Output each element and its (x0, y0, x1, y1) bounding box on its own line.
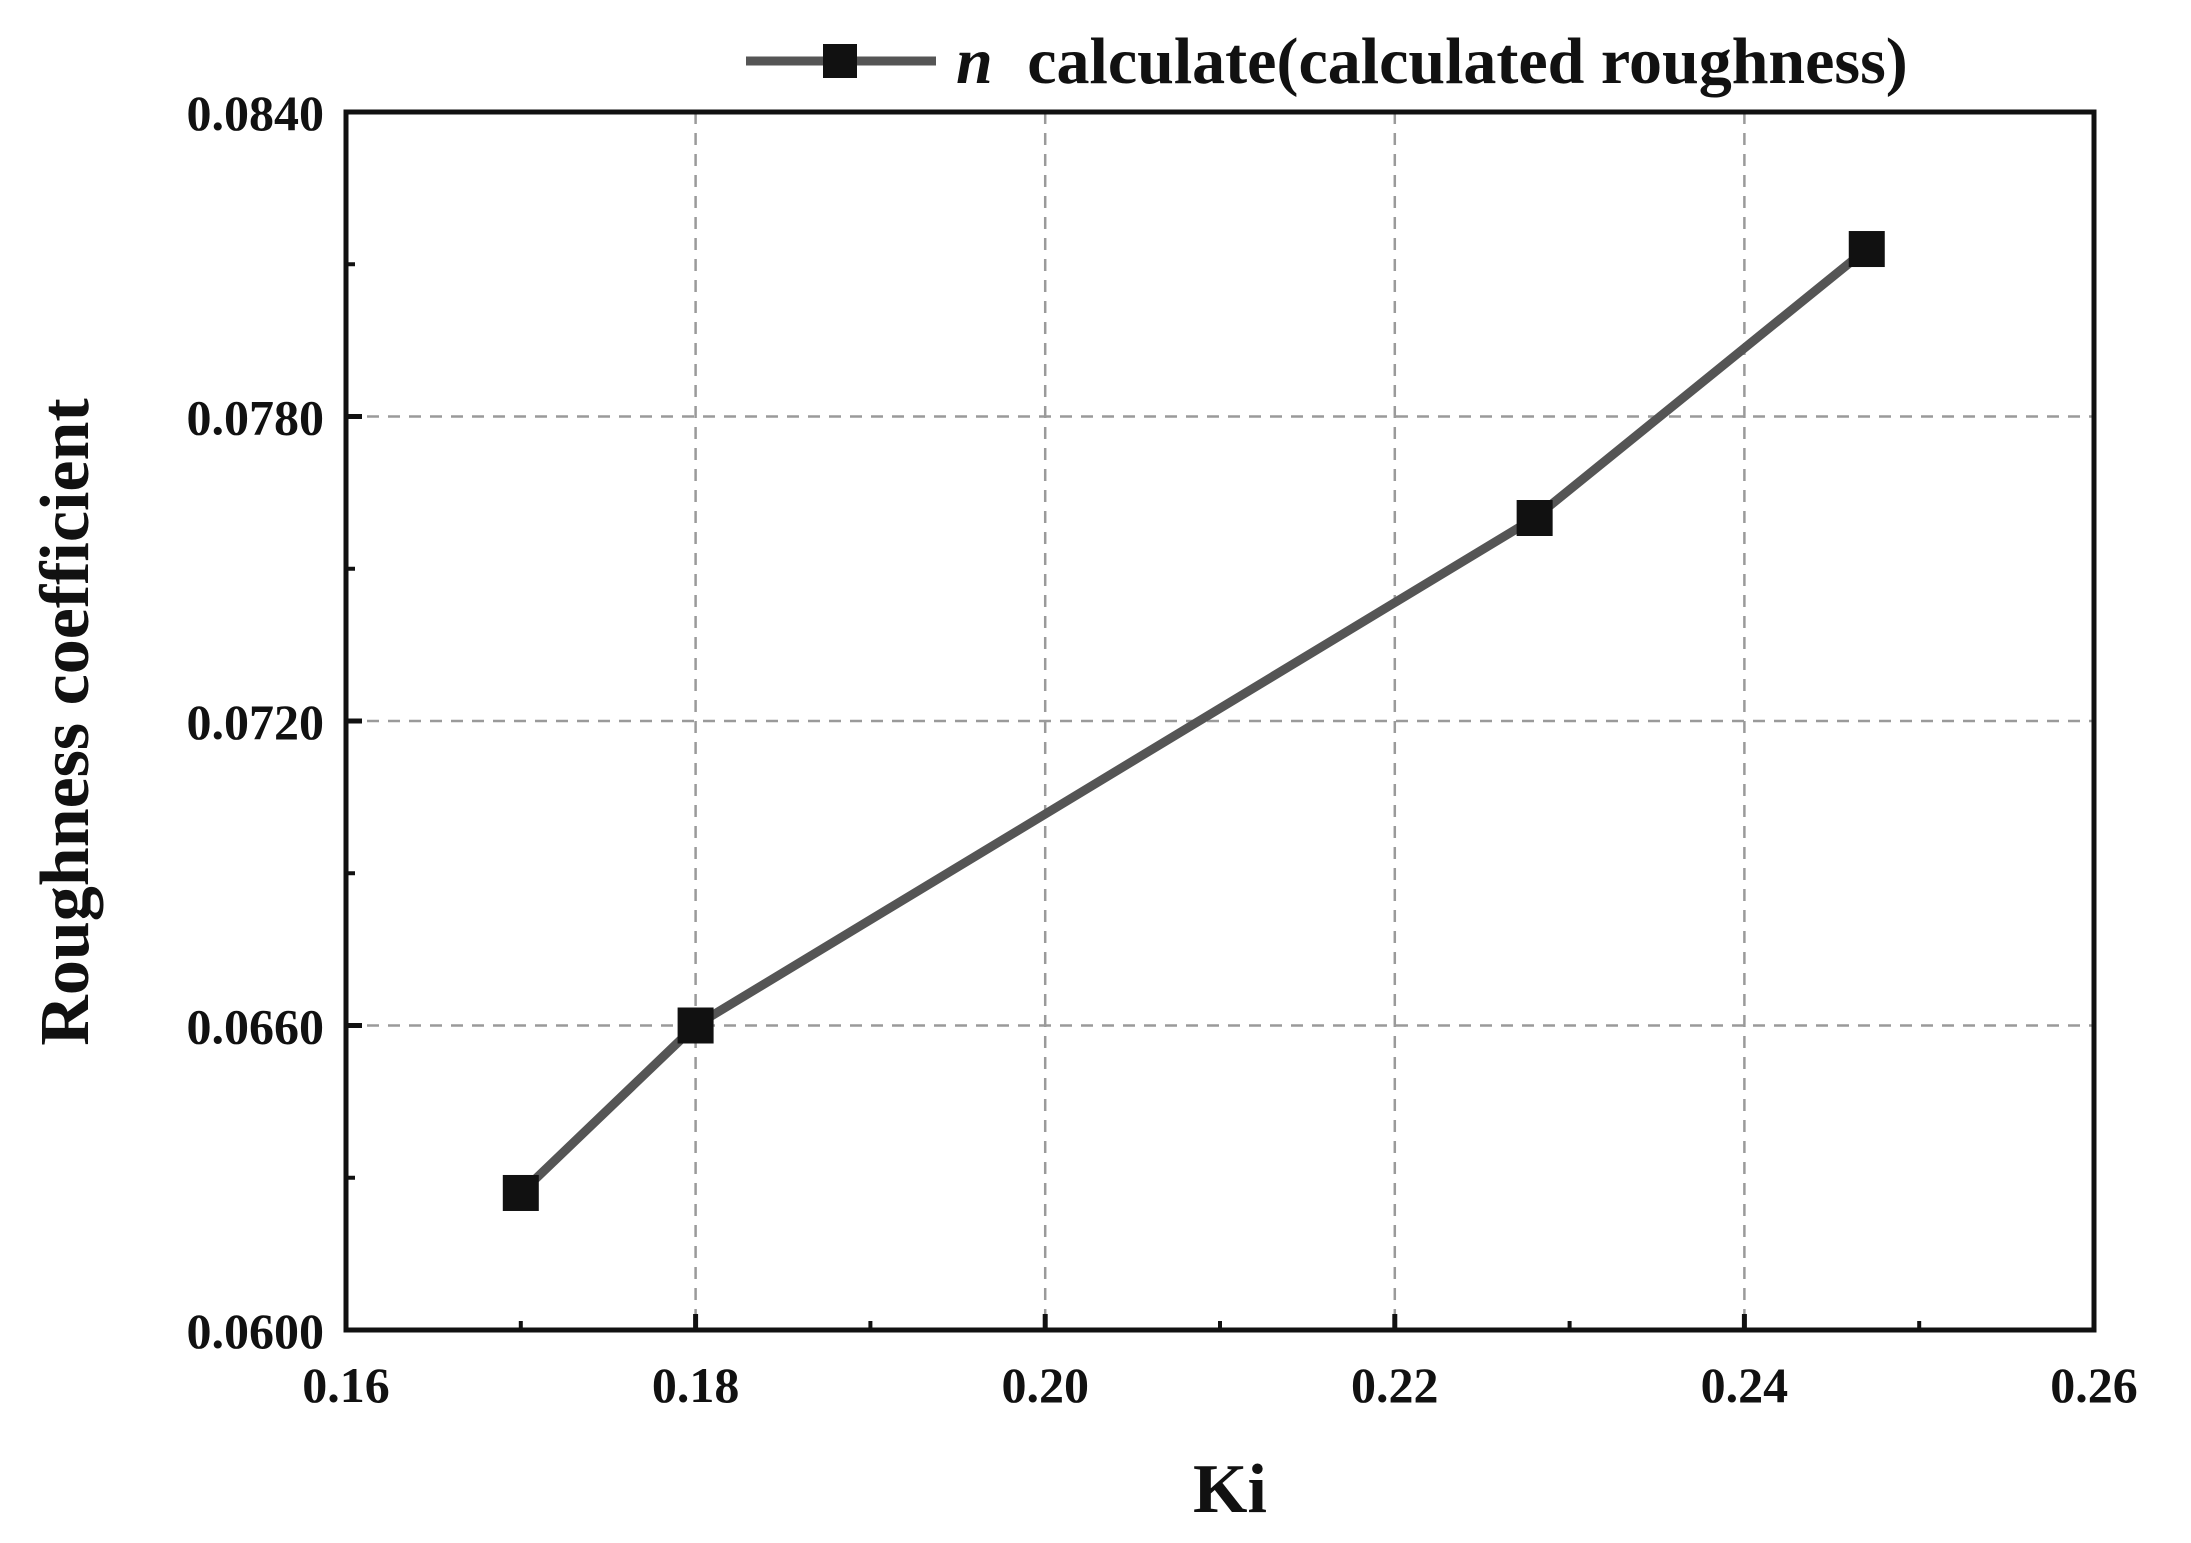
series-layer (502, 231, 1885, 1211)
y-tick-labels: 0.0600 0.0660 0.0720 0.0780 0.0840 (187, 85, 325, 1359)
x-tick-label: 0.16 (302, 1357, 390, 1413)
x-tick-label: 0.24 (1701, 1357, 1789, 1413)
x-tick-label: 0.20 (1001, 1357, 1089, 1413)
x-tick-labels: 0.16 0.18 0.20 0.22 0.24 0.26 (302, 1357, 2138, 1413)
legend-label: n calculate(calculated roughness) (956, 25, 1908, 98)
data-point-marker (677, 1007, 714, 1044)
legend-label-prefix: n (956, 25, 993, 98)
legend: n calculate(calculated roughness) (746, 25, 1908, 98)
legend-label-text: calculate(calculated roughness) (1027, 25, 1908, 98)
data-point-marker (502, 1174, 539, 1211)
data-point-marker (1516, 500, 1553, 536)
plot-frame (343, 109, 2097, 1333)
y-tick-label: 0.0780 (187, 390, 325, 446)
grid-lines (346, 112, 2094, 1330)
y-tick-label: 0.0600 (187, 1303, 325, 1359)
x-tick-label: 0.22 (1351, 1357, 1439, 1413)
y-axis-title: Roughness coefficient (27, 398, 104, 1045)
x-tick-label: 0.18 (652, 1357, 740, 1413)
series-line (517, 245, 1870, 1197)
y-tick-label: 0.0840 (187, 85, 325, 141)
x-tick-label: 0.26 (2050, 1357, 2138, 1413)
data-point-marker (1848, 231, 1885, 268)
legend-marker-swatch (823, 44, 857, 78)
x-axis-title: Ki (1193, 1451, 1267, 1528)
y-tick-label: 0.0720 (187, 694, 325, 750)
y-tick-label: 0.0660 (187, 999, 325, 1055)
